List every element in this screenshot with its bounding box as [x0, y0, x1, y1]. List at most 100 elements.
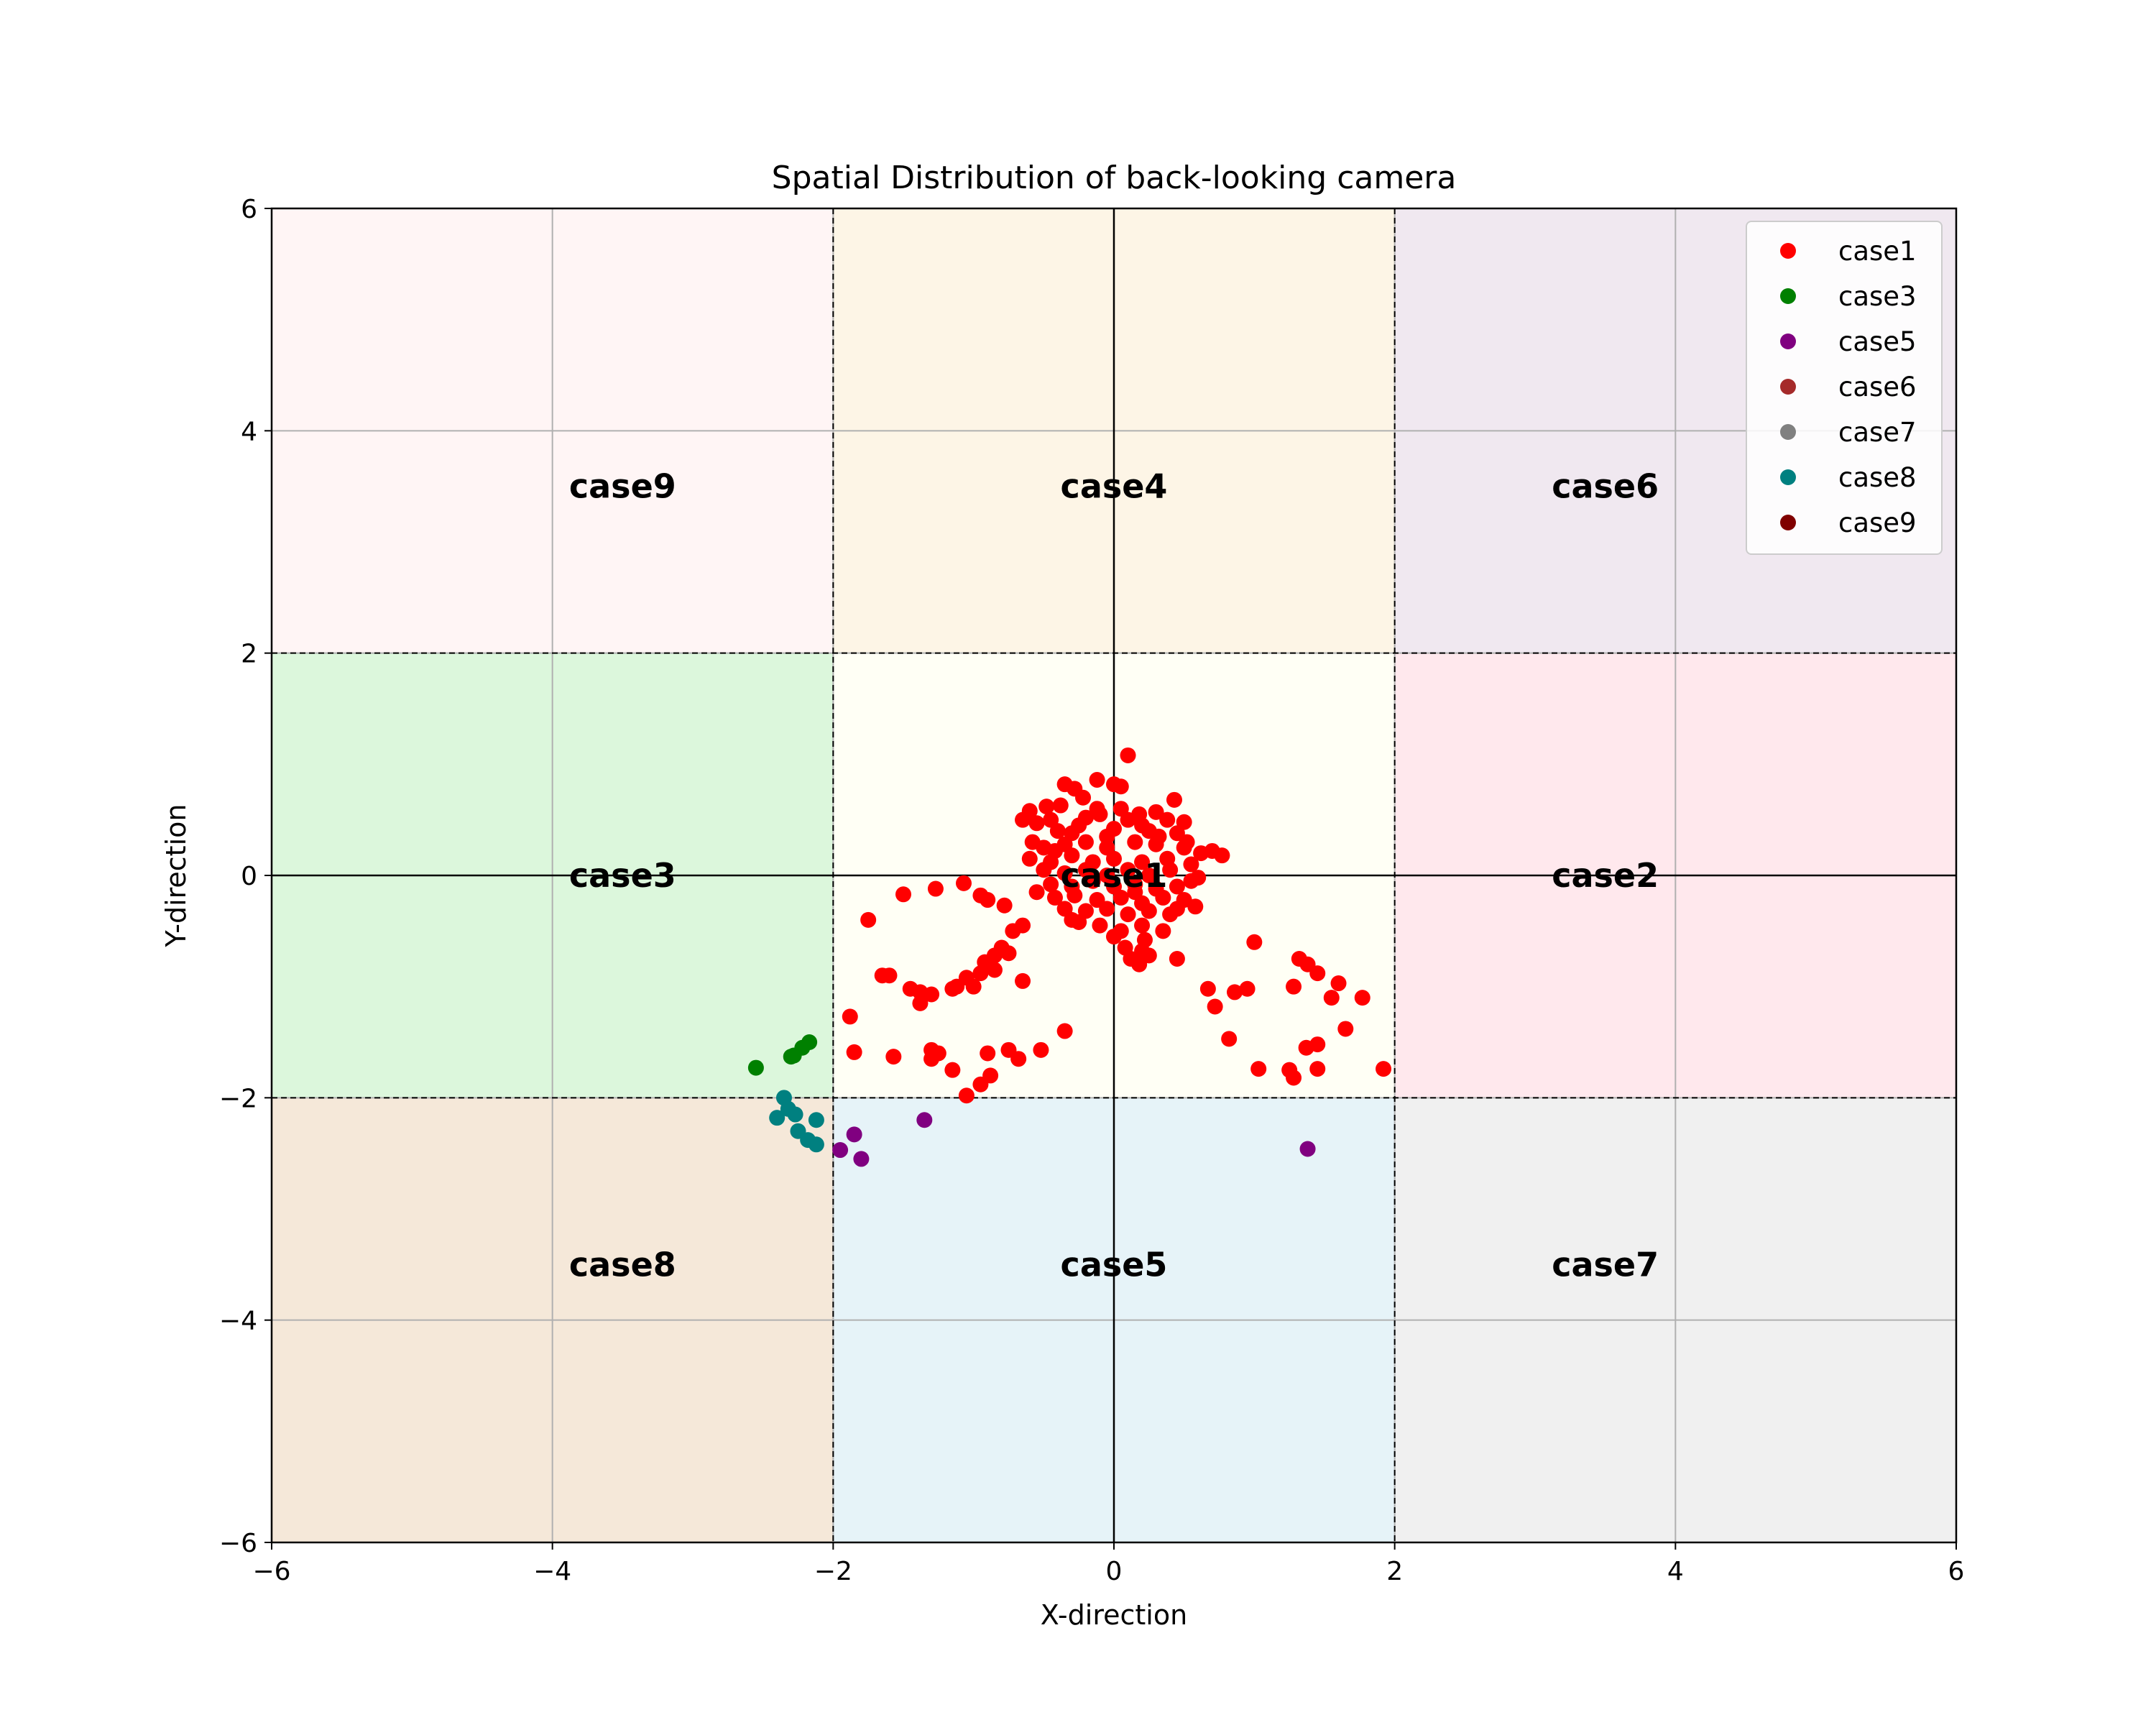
legend-label-case9: case9: [1838, 507, 1917, 538]
point-case1: [1155, 923, 1171, 939]
region-label-case8: case8: [569, 1245, 676, 1284]
point-case1: [1056, 1023, 1073, 1039]
legend-marker-case5: [1780, 334, 1796, 349]
region-label-case5: case5: [1061, 1245, 1168, 1284]
y-tick-label: −2: [219, 1084, 257, 1113]
point-case1: [980, 1045, 996, 1062]
point-case1: [1148, 804, 1164, 820]
x-tick-label: 0: [1106, 1557, 1123, 1586]
point-case1: [923, 1051, 940, 1067]
legend-label-case7: case7: [1838, 417, 1917, 448]
point-case1: [1214, 847, 1230, 864]
point-case1: [1226, 984, 1243, 1000]
y-tick-label: 0: [241, 862, 257, 891]
point-case1: [1169, 901, 1185, 917]
point-case1: [842, 1008, 858, 1025]
point-case1: [1376, 1061, 1392, 1077]
point-case1: [1099, 901, 1115, 917]
region-label-case7: case7: [1552, 1245, 1659, 1284]
point-case1: [1179, 834, 1195, 850]
point-case1: [1046, 842, 1063, 859]
x-tick-label: 2: [1386, 1557, 1403, 1586]
point-case1: [895, 886, 911, 903]
point-case8: [787, 1106, 803, 1123]
point-case1: [1075, 789, 1092, 806]
point-case1: [1052, 797, 1069, 814]
scatter-points: [747, 747, 1392, 1167]
point-case1: [1127, 884, 1143, 901]
legend-marker-case1: [1780, 243, 1796, 259]
point-case1: [980, 892, 996, 908]
point-case1: [1077, 834, 1094, 850]
point-case1: [1089, 771, 1105, 788]
point-case1: [1183, 856, 1199, 873]
point-case1: [1036, 862, 1052, 878]
point-case5: [853, 1151, 870, 1167]
y-tick-label: −6: [219, 1529, 257, 1558]
point-case1: [996, 897, 1013, 914]
y-tick-label: 6: [241, 195, 257, 224]
point-case1: [1064, 911, 1080, 928]
point-case1: [1354, 990, 1370, 1006]
region-label-case6: case6: [1552, 467, 1659, 506]
point-case1: [1134, 817, 1151, 834]
point-case1: [1099, 828, 1115, 845]
point-case1: [1106, 929, 1122, 945]
point-case1: [1064, 847, 1080, 864]
point-case1: [1028, 884, 1045, 901]
point-case1: [1337, 1021, 1354, 1037]
point-case1: [1207, 998, 1223, 1015]
legend-label-case1: case1: [1838, 236, 1917, 267]
point-case1: [1309, 965, 1326, 982]
point-case1: [1134, 917, 1151, 934]
legend: case1 case3 case5 case6 case7 case8 case9: [1746, 221, 1943, 555]
point-case1: [944, 980, 961, 997]
point-case1: [1028, 815, 1045, 832]
point-case5: [832, 1142, 849, 1159]
point-case1: [1166, 791, 1182, 808]
point-case1: [1120, 906, 1136, 923]
point-case1: [1330, 975, 1347, 992]
point-case1: [1056, 865, 1073, 881]
point-case1: [972, 965, 989, 982]
point-case1: [1193, 845, 1210, 862]
y-axis-label: Y-direction: [160, 804, 192, 948]
point-case1: [1162, 862, 1179, 878]
point-case5: [1299, 1141, 1316, 1157]
region-label-case1: case1: [1061, 856, 1168, 895]
point-case1: [1043, 876, 1059, 893]
x-tick-label: 4: [1667, 1557, 1684, 1586]
point-case1: [1005, 923, 1021, 939]
point-case1: [1120, 862, 1136, 878]
point-case1: [1298, 1039, 1314, 1056]
point-case1: [1155, 889, 1171, 906]
point-case1: [1112, 801, 1129, 817]
point-case1: [860, 911, 877, 928]
point-case1: [1033, 1041, 1049, 1058]
x-tick-label: −4: [533, 1557, 571, 1586]
point-case5: [916, 1112, 933, 1128]
point-case1: [1015, 811, 1031, 828]
point-case1: [1131, 956, 1148, 972]
point-case1: [1127, 834, 1143, 850]
x-tick-label: −2: [814, 1557, 852, 1586]
point-case1: [1169, 951, 1185, 967]
point-case1: [846, 1044, 862, 1060]
point-case1: [1187, 898, 1204, 915]
point-case1: [923, 986, 940, 1003]
legend-label-case6: case6: [1838, 372, 1917, 402]
point-case1: [1067, 887, 1083, 903]
point-case3: [801, 1034, 818, 1050]
point-case1: [1309, 1061, 1326, 1077]
legend-label-case3: case3: [1838, 281, 1917, 312]
axis-ticks: −6 −4 −2 0 2 4 6 −6 −4 −2 0 2 4 6: [219, 195, 1965, 1586]
point-case1: [1199, 980, 1216, 997]
point-case1: [1010, 1051, 1027, 1067]
legend-marker-case7: [1780, 424, 1796, 440]
point-case1: [1092, 806, 1108, 822]
legend-label-case8: case8: [1838, 462, 1917, 493]
plot-area: case9 case4 case6 case3 case1 case2 case8 case5…: [219, 195, 1965, 1586]
point-case8: [769, 1110, 786, 1126]
region-labels: case9 case4 case6 case3 case1 case2 case8 case5…: [569, 467, 1659, 1284]
point-case1: [1134, 854, 1151, 870]
